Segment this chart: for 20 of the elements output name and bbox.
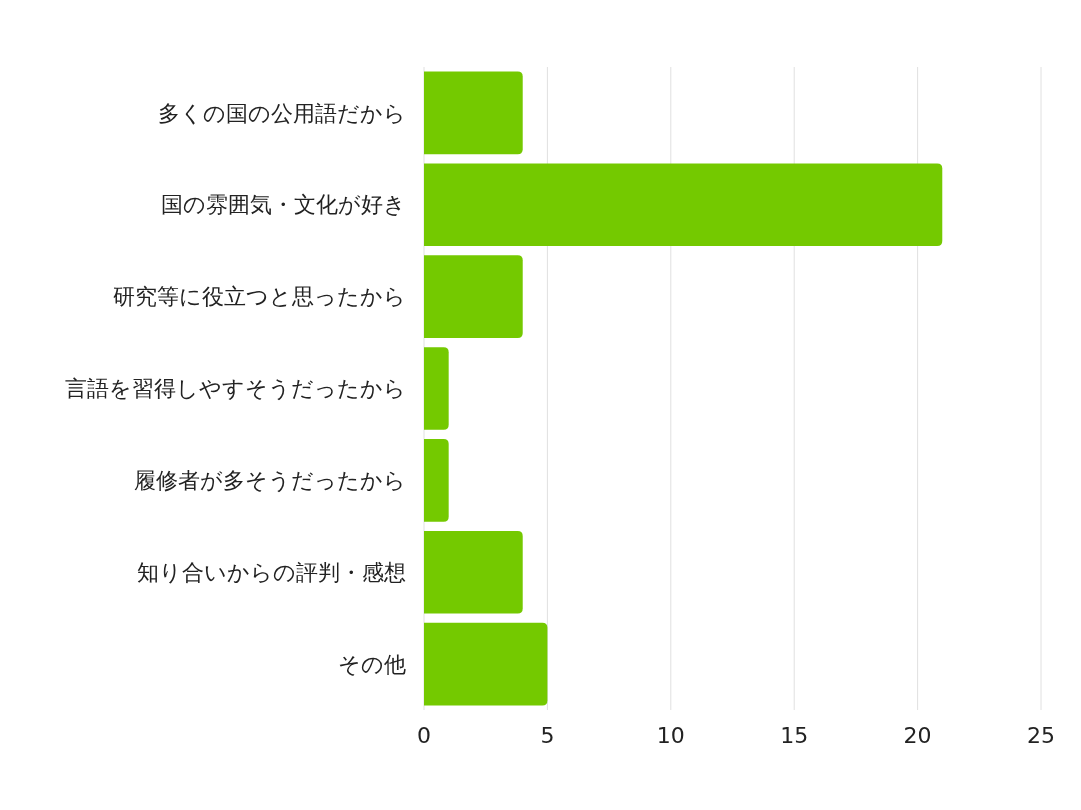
bar [424,347,449,430]
bar [424,163,943,247]
x-tick-label: 20 [903,723,932,748]
x-tick-label: 10 [656,723,685,748]
x-tick-label: 0 [417,723,431,748]
y-tick-label: 多くの国の公用語だから [158,100,406,126]
bar [424,71,523,155]
y-tick-label: 言語を習得しやすそうだったから [65,376,406,402]
bar [424,439,449,522]
x-tick-label: 5 [540,723,555,748]
y-tick-label: 履修者が多そうだったから [134,468,406,494]
y-tick-label: 知り合いからの評判・感想 [137,559,406,585]
bar [424,530,523,614]
y-tick-label: 国の雰囲気・文化が好き [161,192,406,218]
bar [424,622,548,706]
x-tick-label: 15 [780,723,809,748]
y-tick-label: その他 [338,651,406,677]
x-tick-label: 25 [1027,723,1055,748]
bar [424,255,523,338]
y-tick-label: 研究等に役立つと思ったから [113,284,406,310]
